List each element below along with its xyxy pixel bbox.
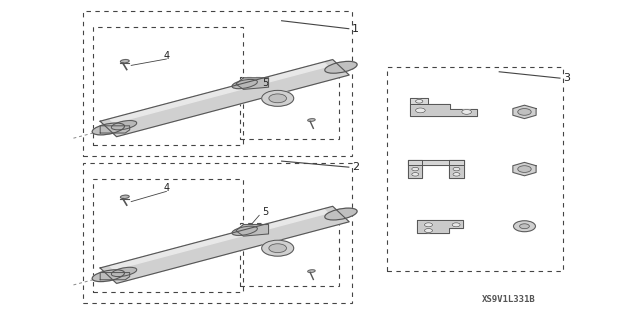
Bar [83,11,352,156]
Text: 2: 2 [352,162,359,172]
Bar [387,67,563,271]
Bar [83,163,352,303]
Bar [240,223,339,286]
Polygon shape [100,272,130,280]
Bar [93,179,243,292]
Circle shape [518,108,531,115]
Circle shape [462,109,472,114]
Circle shape [269,244,287,253]
Text: 5: 5 [262,78,269,88]
Ellipse shape [324,61,357,73]
Text: 5: 5 [262,207,269,217]
Ellipse shape [111,121,137,130]
Ellipse shape [92,270,125,282]
Circle shape [424,228,433,233]
Ellipse shape [324,208,357,220]
Circle shape [453,167,460,171]
Ellipse shape [232,226,257,235]
Polygon shape [408,160,422,178]
Circle shape [518,166,531,172]
Circle shape [412,173,419,176]
Text: XS9V1L331B: XS9V1L331B [482,295,536,304]
Polygon shape [236,225,269,236]
Ellipse shape [111,267,137,277]
Circle shape [452,223,460,227]
Circle shape [415,100,423,103]
Ellipse shape [232,79,257,89]
Polygon shape [110,63,328,123]
Ellipse shape [120,60,129,63]
Circle shape [453,173,460,176]
Text: 1: 1 [352,24,359,34]
Polygon shape [100,206,349,283]
Circle shape [415,108,425,113]
Circle shape [520,224,529,229]
Circle shape [412,167,419,171]
Polygon shape [449,160,463,178]
Polygon shape [100,126,130,133]
Ellipse shape [120,195,129,198]
Polygon shape [410,98,428,104]
Ellipse shape [308,119,315,122]
Ellipse shape [92,123,125,135]
Circle shape [513,221,536,232]
Polygon shape [410,104,477,116]
Polygon shape [408,160,463,165]
Circle shape [262,90,294,106]
Polygon shape [513,105,536,119]
Polygon shape [236,78,269,89]
Bar [93,27,243,145]
Text: 4: 4 [163,183,170,193]
Circle shape [424,223,433,227]
Bar [240,77,339,139]
Polygon shape [513,162,536,176]
Circle shape [262,240,294,256]
Polygon shape [110,209,328,270]
Polygon shape [100,60,349,137]
Polygon shape [417,220,463,234]
Circle shape [269,94,287,103]
Text: 3: 3 [563,73,570,83]
Ellipse shape [308,270,315,272]
Text: 4: 4 [163,51,170,61]
